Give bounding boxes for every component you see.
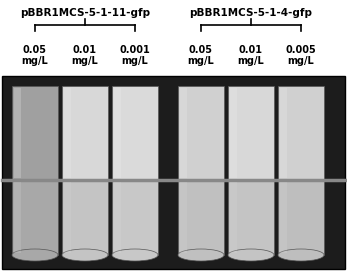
Ellipse shape	[112, 249, 158, 261]
Text: 0.001
mg/L: 0.001 mg/L	[120, 45, 150, 66]
Bar	[64, 182, 71, 253]
Bar	[280, 182, 287, 253]
Bar	[12, 86, 58, 180]
Bar	[62, 86, 108, 180]
Bar	[2, 76, 345, 269]
Bar	[180, 182, 187, 253]
Text: 0.05
mg/L: 0.05 mg/L	[22, 45, 48, 66]
Text: pBBR1MCS-5-1-11-gfp: pBBR1MCS-5-1-11-gfp	[20, 8, 150, 18]
Bar	[64, 88, 71, 178]
Bar	[112, 180, 158, 255]
Bar	[62, 180, 108, 255]
Ellipse shape	[62, 249, 108, 261]
Ellipse shape	[278, 249, 324, 261]
Text: 0.01
mg/L: 0.01 mg/L	[238, 45, 264, 66]
Bar	[14, 182, 21, 253]
Bar	[228, 86, 274, 180]
Text: 0.005
mg/L: 0.005 mg/L	[286, 45, 316, 66]
Bar	[114, 182, 121, 253]
Ellipse shape	[178, 249, 224, 261]
Bar	[230, 88, 237, 178]
Bar	[14, 88, 21, 178]
Text: pBBR1MCS-5-1-4-gfp: pBBR1MCS-5-1-4-gfp	[189, 8, 313, 18]
Bar	[178, 86, 224, 180]
Bar	[114, 88, 121, 178]
Ellipse shape	[228, 249, 274, 261]
Bar	[112, 86, 158, 180]
Bar	[230, 182, 237, 253]
Ellipse shape	[12, 249, 58, 261]
Bar	[180, 88, 187, 178]
Bar	[178, 180, 224, 255]
Bar	[278, 180, 324, 255]
Text: 0.05
mg/L: 0.05 mg/L	[188, 45, 214, 66]
Bar	[278, 86, 324, 180]
Text: 0.01
mg/L: 0.01 mg/L	[71, 45, 99, 66]
Bar	[12, 180, 58, 255]
Bar	[228, 180, 274, 255]
Bar	[280, 88, 287, 178]
